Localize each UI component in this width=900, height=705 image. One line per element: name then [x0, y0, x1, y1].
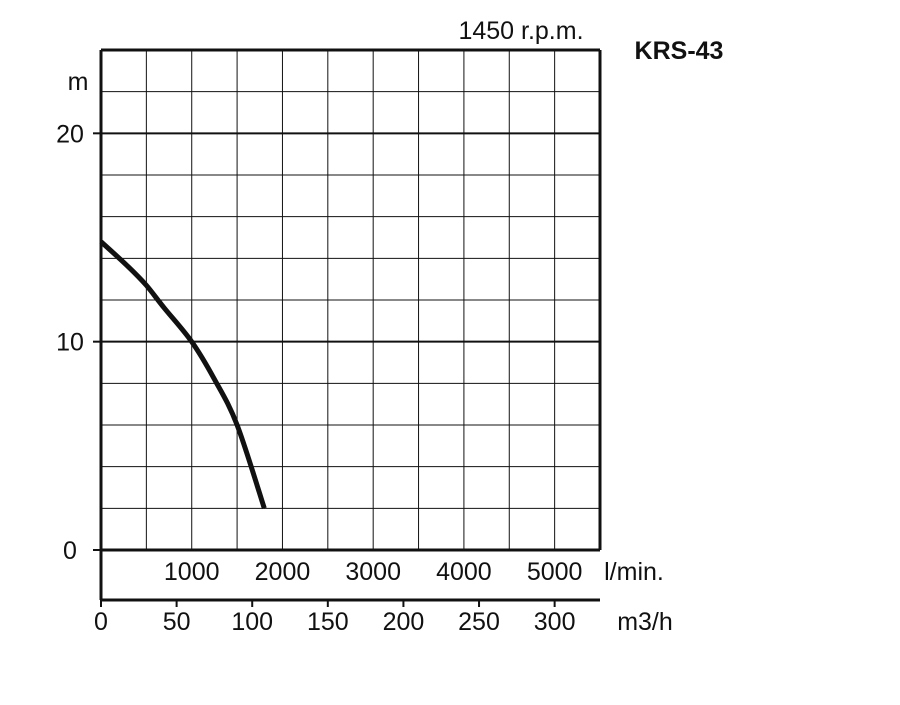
y-tick-label: 0 — [63, 537, 77, 565]
x-axis-label-m3h: m3/h — [617, 608, 673, 636]
x-tick-label-lmin: 1000 — [164, 558, 220, 586]
x-tick-label-m3h: 150 — [307, 608, 349, 636]
pump-curve-line — [99, 239, 267, 510]
curve-point — [164, 307, 166, 309]
x-tick-label-lmin: 5000 — [527, 558, 583, 586]
x-tick-label-m3h: 50 — [163, 608, 191, 636]
y-tick-label: 20 — [56, 120, 84, 148]
curve-point — [191, 341, 193, 343]
y-tick-label: 10 — [56, 329, 84, 357]
curve-point — [127, 266, 129, 268]
y-axis-label: m — [68, 68, 89, 96]
x-tick-label-lmin: 3000 — [345, 558, 401, 586]
curve-point — [236, 424, 238, 426]
chart-title: KRS-43 — [635, 37, 724, 65]
x-tick-label-lmin: 2000 — [255, 558, 311, 586]
grid — [101, 50, 600, 550]
series-layer — [99, 239, 267, 510]
plot-frame — [99, 48, 602, 602]
curve-point — [213, 378, 215, 380]
curve-point — [145, 284, 147, 286]
chart-subtitle: 1450 r.p.m. — [458, 17, 583, 45]
tick-labels: 0 10 20 1000 2000 3000 4000 5000 0 50 100 150 200 250… — [56, 120, 582, 636]
curve-point — [100, 241, 102, 243]
x-tick-label-m3h: 200 — [383, 608, 425, 636]
curve-point — [263, 507, 265, 509]
x-axis-label-lmin: l/min. — [604, 558, 664, 586]
x-tick-label-m3h: 250 — [458, 608, 500, 636]
x-tick-label-m3h: 0 — [94, 608, 108, 636]
x-tick-label-m3h: 300 — [534, 608, 576, 636]
x-tick-label-m3h: 100 — [231, 608, 273, 636]
x-tick-label-lmin: 4000 — [436, 558, 492, 586]
